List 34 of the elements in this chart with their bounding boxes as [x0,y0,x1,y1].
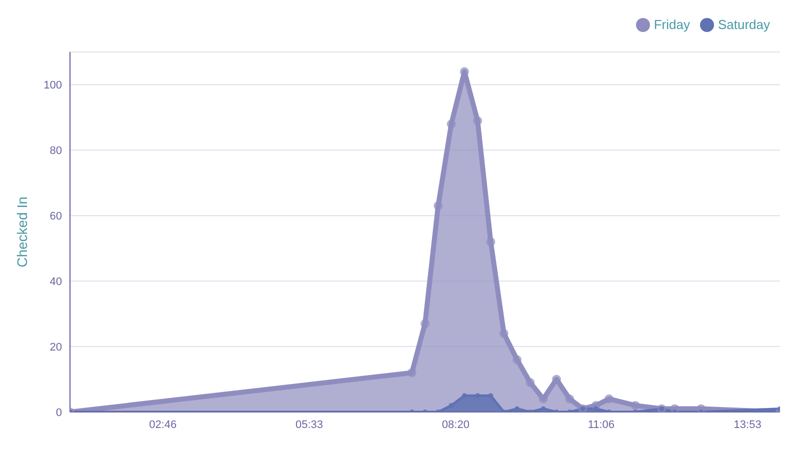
point [514,406,520,412]
point [473,116,482,126]
point [565,394,574,404]
point [407,368,416,378]
legend-label: Saturday [718,17,770,32]
y-tick-label: 80 [50,145,62,158]
y-axis-title: Checked In [14,196,30,268]
y-tick-label: 100 [44,80,62,92]
point [420,319,430,328]
point [488,393,494,398]
x-tick-label: 02:46 [149,418,177,431]
point [486,237,496,246]
y-tick-label: 0 [56,407,62,419]
y-tick-label: 60 [50,210,62,223]
point [604,394,614,404]
point [526,378,535,388]
point [540,406,546,412]
point [593,406,598,412]
x-tick-label: 11:06 [588,418,615,431]
point [462,393,467,398]
point [499,328,508,338]
point [630,400,640,410]
x-tick-label: 13:53 [734,418,762,431]
point [448,402,454,408]
point [512,355,522,364]
x-tick-label: 08:20 [442,418,470,431]
legend-label: Friday [654,17,690,32]
point [475,393,480,398]
point [446,120,456,128]
y-tick-label: 40 [50,276,62,288]
point [434,201,443,210]
x-tick-label: 05:33 [296,418,324,431]
point [538,394,548,404]
y-tick-label: 20 [50,342,62,354]
